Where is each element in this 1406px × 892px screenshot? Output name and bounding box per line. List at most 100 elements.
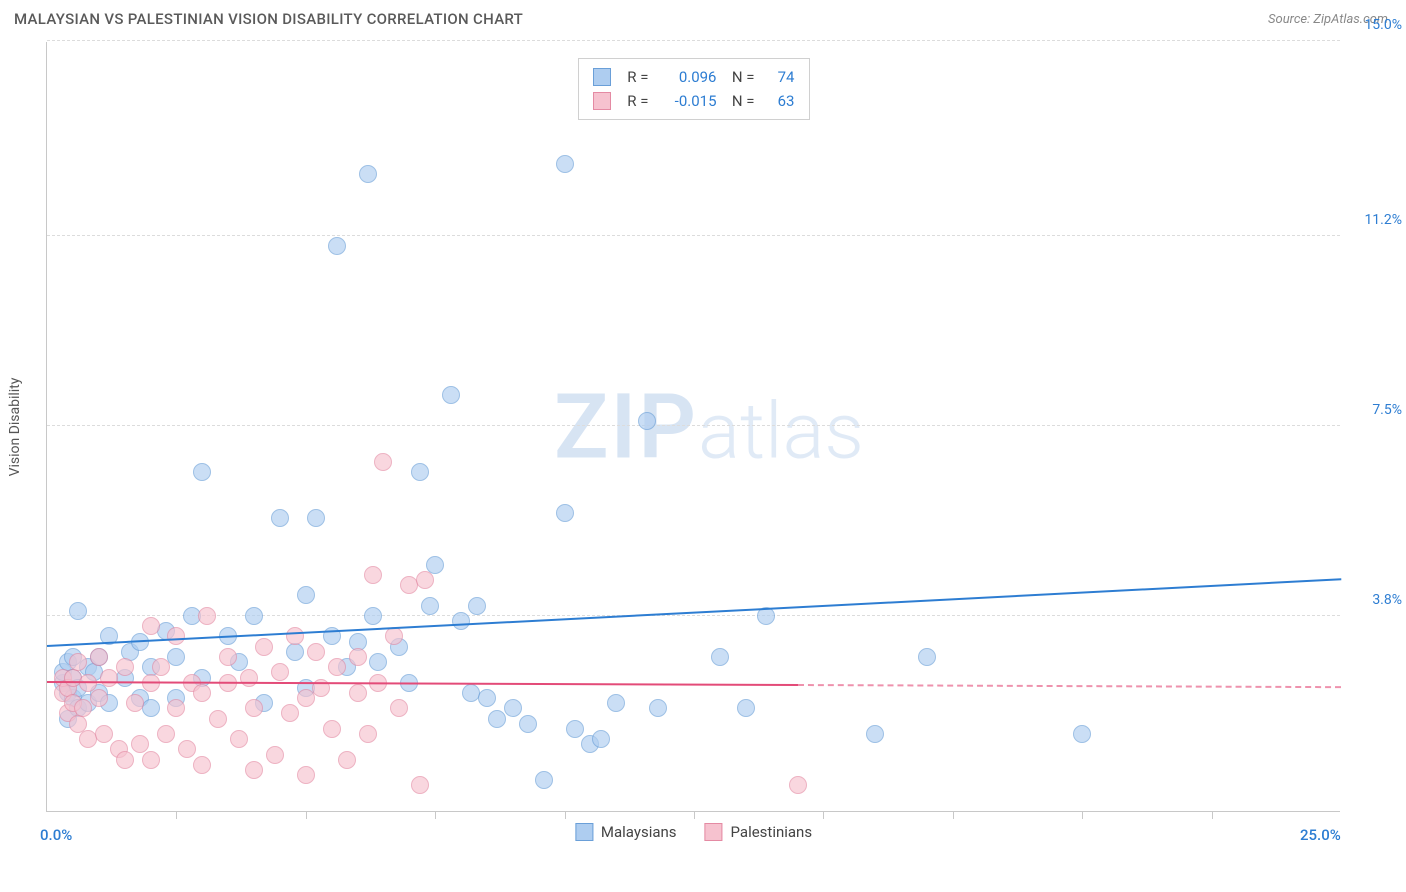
data-point bbox=[297, 586, 315, 604]
x-tick bbox=[435, 811, 436, 819]
data-point bbox=[592, 730, 610, 748]
data-point bbox=[421, 597, 439, 615]
legend-swatch bbox=[705, 823, 723, 841]
data-point bbox=[95, 725, 113, 743]
data-point bbox=[297, 689, 315, 707]
legend-label: Palestinians bbox=[731, 823, 813, 841]
data-point bbox=[442, 386, 460, 404]
data-point bbox=[69, 653, 87, 671]
data-point bbox=[167, 699, 185, 717]
stats-n-label: N = bbox=[727, 65, 755, 89]
watermark-part1: ZIP bbox=[554, 374, 698, 479]
data-point bbox=[918, 648, 936, 666]
data-point bbox=[519, 715, 537, 733]
data-point bbox=[789, 776, 807, 794]
data-point bbox=[100, 669, 118, 687]
legend-swatch bbox=[593, 68, 611, 86]
gridline bbox=[47, 40, 1340, 41]
data-point bbox=[338, 751, 356, 769]
data-point bbox=[411, 776, 429, 794]
data-point bbox=[1073, 725, 1091, 743]
data-point bbox=[116, 751, 134, 769]
stats-n-value: 63 bbox=[765, 89, 795, 113]
data-point bbox=[178, 740, 196, 758]
data-point bbox=[286, 627, 304, 645]
x-tick bbox=[176, 811, 177, 819]
data-point bbox=[209, 710, 227, 728]
stats-legend-box: R =0.096N =74R =-0.015N =63 bbox=[578, 58, 810, 120]
stats-r-value: -0.015 bbox=[659, 89, 717, 113]
x-axis-max-label: 25.0% bbox=[1300, 826, 1341, 844]
data-point bbox=[286, 643, 304, 661]
data-point bbox=[307, 643, 325, 661]
data-point bbox=[240, 669, 258, 687]
data-point bbox=[126, 694, 144, 712]
data-point bbox=[385, 627, 403, 645]
data-point bbox=[90, 648, 108, 666]
stats-row: R =-0.015N =63 bbox=[593, 89, 795, 113]
data-point bbox=[638, 412, 656, 430]
data-point bbox=[167, 648, 185, 666]
x-tick bbox=[306, 811, 307, 819]
data-point bbox=[297, 766, 315, 784]
y-tick-label: 3.8% bbox=[1346, 592, 1402, 608]
data-point bbox=[737, 699, 755, 717]
data-point bbox=[390, 699, 408, 717]
data-point bbox=[266, 746, 284, 764]
data-point bbox=[349, 648, 367, 666]
data-point bbox=[193, 684, 211, 702]
data-point bbox=[556, 155, 574, 173]
data-point bbox=[271, 509, 289, 527]
data-point bbox=[649, 699, 667, 717]
data-point bbox=[323, 720, 341, 738]
data-point bbox=[245, 607, 263, 625]
legend-label: Malaysians bbox=[601, 823, 677, 841]
stats-r-label: R = bbox=[621, 65, 649, 89]
data-point bbox=[281, 704, 299, 722]
gridline bbox=[47, 425, 1340, 426]
data-point bbox=[364, 566, 382, 584]
data-point bbox=[411, 463, 429, 481]
data-point bbox=[69, 602, 87, 620]
data-point bbox=[328, 658, 346, 676]
trend-line-dashed bbox=[798, 684, 1341, 688]
chart-title: MALAYSIAN VS PALESTINIAN VISION DISABILI… bbox=[14, 10, 523, 28]
stats-n-value: 74 bbox=[765, 65, 795, 89]
data-point bbox=[452, 612, 470, 630]
data-point bbox=[271, 663, 289, 681]
data-point bbox=[245, 761, 263, 779]
data-point bbox=[307, 509, 325, 527]
data-point bbox=[359, 165, 377, 183]
stats-n-label: N = bbox=[727, 89, 755, 113]
legend-swatch bbox=[575, 823, 593, 841]
watermark-part2: atlas bbox=[698, 386, 864, 477]
trend-line bbox=[47, 681, 798, 686]
data-point bbox=[193, 463, 211, 481]
data-point bbox=[504, 699, 522, 717]
legend-item: Malaysians bbox=[575, 823, 677, 841]
stats-row: R =0.096N =74 bbox=[593, 65, 795, 89]
data-point bbox=[152, 658, 170, 676]
y-tick-label: 7.5% bbox=[1346, 402, 1402, 418]
series-legend: Malaysians Palestinians bbox=[575, 823, 812, 841]
data-point bbox=[328, 237, 346, 255]
data-point bbox=[535, 771, 553, 789]
data-point bbox=[416, 571, 434, 589]
legend-item: Palestinians bbox=[705, 823, 813, 841]
data-point bbox=[255, 638, 273, 656]
data-point bbox=[90, 689, 108, 707]
data-point bbox=[142, 751, 160, 769]
legend-swatch bbox=[593, 92, 611, 110]
data-point bbox=[374, 453, 392, 471]
watermark: ZIPatlas bbox=[554, 374, 864, 479]
gridline bbox=[47, 615, 1340, 616]
data-point bbox=[219, 648, 237, 666]
data-point bbox=[116, 658, 134, 676]
data-point bbox=[468, 597, 486, 615]
trend-line bbox=[47, 578, 1341, 647]
data-point bbox=[230, 730, 248, 748]
data-point bbox=[478, 689, 496, 707]
data-point bbox=[198, 607, 216, 625]
chart-plot-area: Vision Disability ZIPatlas R =0.096N =74… bbox=[46, 42, 1340, 812]
data-point bbox=[142, 699, 160, 717]
